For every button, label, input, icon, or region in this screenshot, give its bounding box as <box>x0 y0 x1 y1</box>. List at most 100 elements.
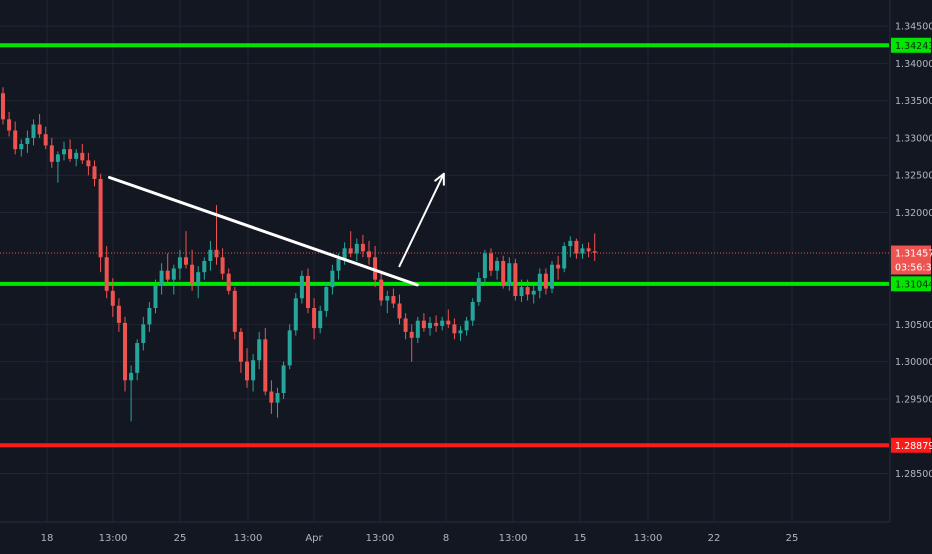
candle-down <box>379 279 384 301</box>
level-price-tag <box>891 276 931 292</box>
candle-up <box>324 287 329 311</box>
candle-up <box>562 246 567 269</box>
x-tick-label: 15 <box>574 533 587 544</box>
candles <box>1 87 597 422</box>
candle-down <box>245 361 249 381</box>
candle-up <box>464 320 469 331</box>
candle-up <box>135 343 140 373</box>
arrow-head <box>434 172 445 186</box>
trend-line <box>108 175 419 287</box>
x-tick-label: 13:00 <box>99 533 128 544</box>
x-tick-label: 22 <box>708 533 721 544</box>
x-tick-label: 13:00 <box>634 533 663 544</box>
candle-down <box>574 240 579 254</box>
candle-down <box>92 166 97 179</box>
candle-up <box>507 263 512 286</box>
x-tick-label: 25 <box>174 533 187 544</box>
candle-down <box>263 339 268 392</box>
candle-down <box>232 290 237 332</box>
level-price-label: 1.31044 <box>895 279 932 290</box>
level-price-label: 1.34243 <box>895 41 932 52</box>
candle-down <box>184 257 188 265</box>
candle-up <box>153 285 158 308</box>
candle-up <box>318 310 323 329</box>
candle-up <box>330 270 335 288</box>
candle-down <box>190 264 195 284</box>
candle-up <box>177 257 182 269</box>
candle-up <box>25 137 30 144</box>
candle-up <box>342 248 347 259</box>
candle-up <box>482 253 487 279</box>
candle-down <box>421 320 426 329</box>
current-price-tag <box>891 245 931 275</box>
candle-down <box>556 264 561 269</box>
current-price-label: 1.31457 <box>895 249 932 260</box>
candle-up <box>281 365 286 393</box>
y-tick-label: 1.34000 <box>895 59 932 70</box>
candle-up <box>129 372 134 381</box>
candle-up <box>440 320 445 326</box>
candle-down <box>391 296 396 304</box>
candle-up <box>476 278 481 303</box>
candle-down <box>68 149 73 159</box>
candle-down <box>269 391 274 403</box>
x-tick-label: 13:00 <box>366 533 395 544</box>
candle-down <box>43 134 48 146</box>
y-tick-label: 1.33500 <box>895 96 932 107</box>
candle-up <box>196 272 201 284</box>
candle-up <box>519 287 524 297</box>
candle-down <box>104 257 109 291</box>
countdown-label: 03:56:37 <box>895 263 932 274</box>
candle-down <box>586 248 591 252</box>
y-tick-label: 1.30000 <box>895 357 932 368</box>
candle-up <box>550 264 554 289</box>
y-tick-label: 1.28500 <box>895 469 932 480</box>
candle-down <box>452 324 457 334</box>
candle-down <box>116 305 121 323</box>
candle-down <box>238 331 243 362</box>
candle-down <box>86 160 91 167</box>
candle-up <box>55 154 60 162</box>
candle-up <box>141 324 146 344</box>
x-tick-label: 13:00 <box>234 533 263 544</box>
candle-down <box>397 303 402 319</box>
level-price-label: 1.28879 <box>895 441 932 452</box>
candle-up <box>287 330 292 366</box>
candle-up <box>251 360 256 381</box>
candle-up <box>415 320 420 338</box>
candle-up <box>74 152 79 159</box>
y-tick-label: 1.32000 <box>895 208 932 219</box>
candle-up <box>31 124 36 138</box>
x-tick-label: 18 <box>41 533 54 544</box>
candle-down <box>513 263 518 297</box>
candle-down <box>446 320 451 325</box>
candle-down <box>13 130 18 150</box>
y-tick-label: 1.33000 <box>895 133 932 144</box>
candle-down <box>434 322 439 326</box>
candle-down <box>226 273 231 291</box>
y-tick-label: 1.29500 <box>895 394 932 405</box>
candle-down <box>348 248 353 254</box>
candle-down <box>80 152 85 161</box>
candle-up <box>293 298 298 331</box>
candle-up <box>458 330 463 334</box>
candle-down <box>7 119 12 131</box>
candle-up <box>354 243 359 254</box>
candle-down <box>123 322 127 381</box>
level-price-tag <box>891 37 931 53</box>
y-tick-label: 1.32500 <box>895 171 932 182</box>
candle-down <box>525 287 530 295</box>
candle-down <box>165 270 170 280</box>
y-tick-label: 1.34500 <box>895 22 932 33</box>
candle-up <box>299 275 304 299</box>
candle-up <box>62 149 66 155</box>
candle-down <box>592 251 597 253</box>
candle-up <box>428 322 432 329</box>
candle-up <box>275 392 280 403</box>
candle-down <box>49 145 54 162</box>
candle-up <box>537 273 542 291</box>
candle-down <box>367 251 371 258</box>
